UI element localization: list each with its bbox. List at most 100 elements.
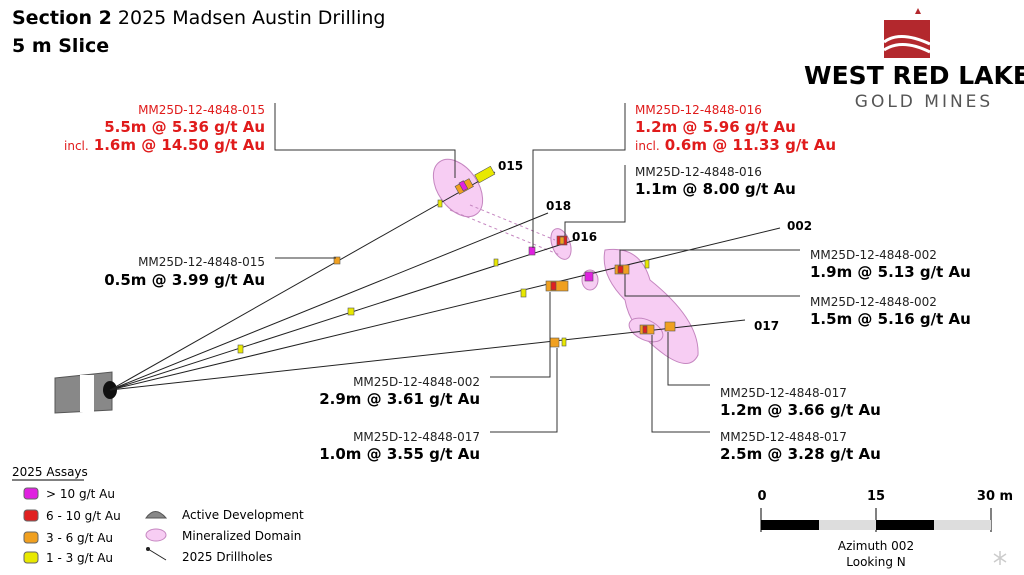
- assay: [644, 259, 650, 269]
- assay: [333, 256, 341, 265]
- assay: [559, 236, 565, 245]
- drillhole: [109, 319, 746, 391]
- callout-result: 1.5m @ 5.16 g/t Au: [810, 310, 971, 328]
- legend-development: [145, 511, 168, 519]
- drillholes: [109, 171, 781, 391]
- callout: MM25D-12-4848-016 1.2m @ 5.96 g/t Au inc…: [635, 103, 836, 154]
- drillhole-label: 016: [572, 230, 597, 244]
- callout-incl: incl. 1.6m @ 14.50 g/t Au: [64, 135, 265, 154]
- logo-leaf: [915, 8, 921, 14]
- scale-bar: 0 15 30 m Azimuth 002 Looking N: [757, 489, 1013, 569]
- title-bold: Section 2: [12, 7, 112, 29]
- legend-swatch: [23, 531, 39, 544]
- callout-result: 5.5m @ 5.36 g/t Au: [104, 118, 265, 136]
- assay: [347, 307, 355, 316]
- assay: [520, 288, 527, 298]
- callout-hole: MM25D-12-4848-016: [635, 165, 762, 179]
- scale-segment: [876, 520, 934, 530]
- incl-result: 0.6m @ 11.33 g/t Au: [665, 136, 836, 154]
- leader: [667, 332, 710, 386]
- drillhole: [109, 171, 496, 391]
- callout-hole: MM25D-12-4848-002: [353, 375, 480, 389]
- callout-hole: MM25D-12-4848-017: [720, 430, 847, 444]
- legend-swatch: [23, 551, 39, 564]
- incl-result: 1.6m @ 14.50 g/t Au: [94, 136, 265, 154]
- callout-result: 1.9m @ 5.13 g/t Au: [810, 263, 971, 281]
- callout: MM25D-12-4848-016 1.1m @ 8.00 g/t Au: [635, 165, 796, 198]
- callout-result: 1.0m @ 3.55 g/t Au: [319, 445, 480, 463]
- callout-result: 0.5m @ 3.99 g/t Au: [104, 271, 265, 289]
- assay: [237, 344, 244, 354]
- callout-hole: MM25D-12-4848-002: [810, 248, 937, 262]
- callout: MM25D-12-4848-017 1.0m @ 3.55 g/t Au: [319, 430, 480, 463]
- callout-hole: MM25D-12-4848-015: [138, 255, 265, 269]
- legend-label: Mineralized Domain: [182, 529, 301, 543]
- callout-hole: MM25D-12-4848-015: [138, 103, 265, 117]
- scale-segment: [934, 520, 991, 530]
- callout-result: 1.2m @ 3.66 g/t Au: [720, 401, 881, 419]
- assay: [664, 321, 676, 332]
- leader: [274, 103, 456, 178]
- callout-incl: incl. 0.6m @ 11.33 g/t Au: [635, 135, 836, 154]
- scale-label: 15: [867, 489, 885, 504]
- leader: [532, 103, 626, 248]
- domain: [603, 248, 699, 364]
- legend-collar: [146, 547, 150, 551]
- assays: [237, 165, 676, 354]
- callout: MM25D-12-4848-002 2.9m @ 3.61 g/t Au: [319, 375, 480, 408]
- drillhole-label: 017: [754, 319, 779, 333]
- legend-label: 2025 Drillholes: [182, 550, 272, 564]
- drillhole-label: 018: [546, 199, 571, 213]
- leader: [619, 249, 800, 266]
- leader: [490, 292, 551, 378]
- callout: MM25D-12-4848-017 1.2m @ 3.66 g/t Au: [720, 386, 881, 419]
- assay: [584, 271, 594, 282]
- logo-line1: WEST RED LAKE: [804, 61, 1024, 90]
- legend-swatch: [23, 509, 39, 522]
- callout-hole: MM25D-12-4848-002: [810, 295, 937, 309]
- leader: [564, 165, 626, 236]
- logo: WEST RED LAKE GOLD MINES: [804, 8, 1024, 112]
- leader: [651, 335, 710, 433]
- scale-caption: Looking N: [846, 555, 905, 569]
- callout-hole: MM25D-12-4848-017: [353, 430, 480, 444]
- assay: [561, 337, 567, 347]
- assay: [545, 280, 569, 292]
- scale-segment: [761, 520, 819, 530]
- legend-label: > 10 g/t Au: [46, 487, 115, 501]
- legend-label: Active Development: [182, 508, 304, 522]
- scale-segment: [819, 520, 876, 530]
- assay: [549, 337, 560, 348]
- leaders: [274, 103, 800, 433]
- legend-label: 1 - 3 g/t Au: [46, 551, 113, 565]
- drillhole-label: 002: [787, 219, 812, 233]
- assay: [474, 165, 496, 184]
- scale-caption: Azimuth 002: [838, 539, 914, 553]
- assay: [528, 246, 536, 256]
- leader: [624, 274, 800, 297]
- drillhole: [109, 212, 549, 391]
- legend-title: 2025 Assays: [12, 465, 88, 479]
- assay: [617, 265, 624, 274]
- assay: [437, 199, 443, 208]
- emblem-lines: [993, 551, 1007, 565]
- assay: [458, 180, 469, 192]
- logo-line2: GOLD MINES: [855, 92, 993, 112]
- callout-result: 2.5m @ 3.28 g/t Au: [720, 445, 881, 463]
- callout-result: 1.1m @ 8.00 g/t Au: [635, 180, 796, 198]
- title: Section 2 2025 Madsen Austin Drilling: [12, 7, 385, 29]
- callout-hole: MM25D-12-4848-017: [720, 386, 847, 400]
- legend-label: 6 - 10 g/t Au: [46, 509, 121, 523]
- scale-label: 30 m: [977, 489, 1013, 504]
- callout-hole: MM25D-12-4848-016: [635, 103, 762, 117]
- corner-emblem: [993, 551, 1007, 565]
- domains: [432, 158, 699, 364]
- callout: MM25D-12-4848-002 1.9m @ 5.13 g/t Au: [810, 248, 971, 281]
- subtitle: 5 m Slice: [12, 35, 109, 57]
- legend: 2025 Assays > 10 g/t Au 6 - 10 g/t Au 3 …: [12, 465, 304, 565]
- callout: MM25D-12-4848-015 5.5m @ 5.36 g/t Au inc…: [64, 103, 265, 154]
- drillhole-label: 015: [498, 159, 523, 173]
- domain-link: [449, 204, 561, 256]
- drillhole: [109, 227, 781, 391]
